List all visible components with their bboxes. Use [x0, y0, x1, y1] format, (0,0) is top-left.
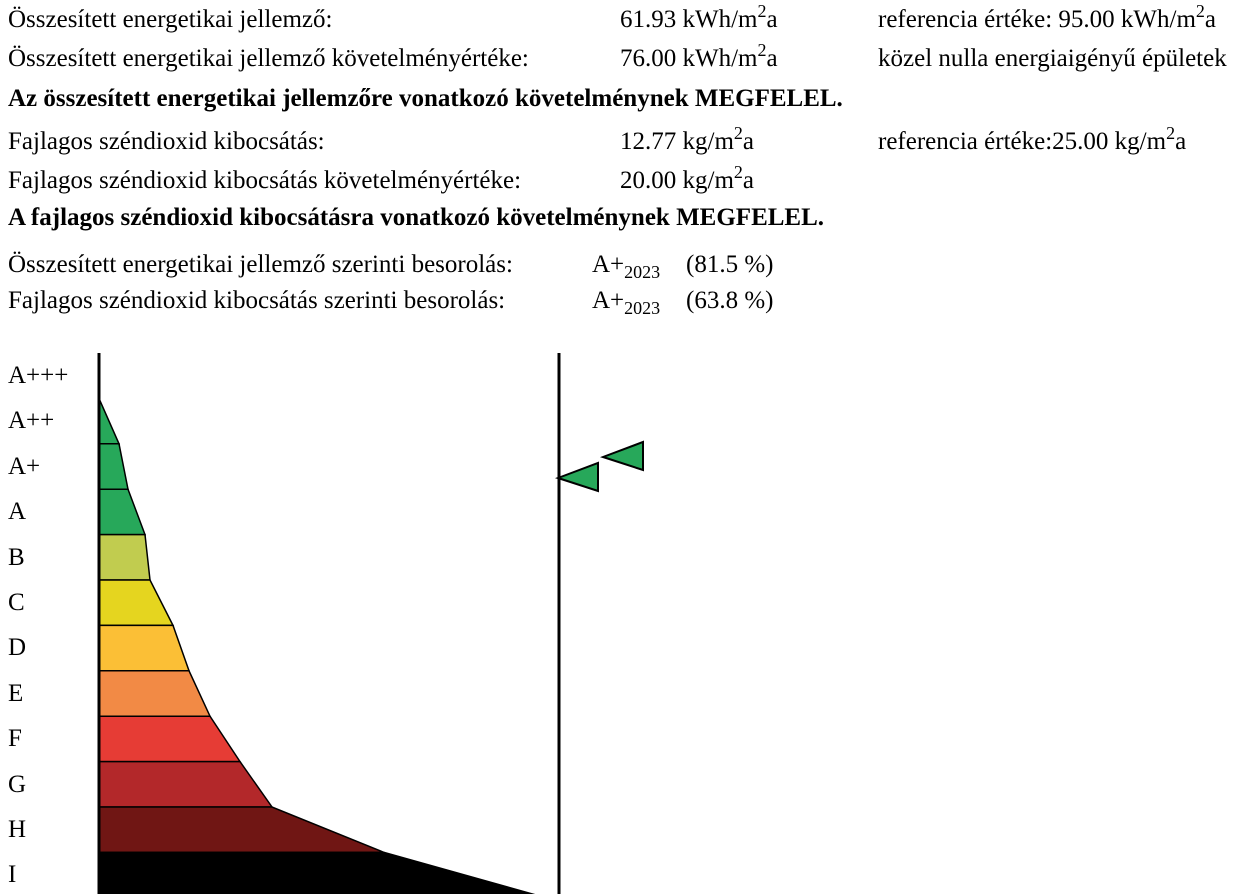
class-label-e: E — [8, 679, 24, 707]
class-label-h: H — [8, 816, 27, 843]
class-band-g — [98, 760, 274, 808]
energy-rating-marker — [599, 440, 644, 472]
co2-requirement-unit-tail: a — [742, 167, 755, 194]
co2-requirement-label: Fajlagos széndioxid kibocsátás követelmé… — [8, 167, 522, 194]
class-band-h — [98, 806, 385, 854]
co2-value-exponent: 2 — [733, 123, 743, 144]
energy-value-number: 61.93 kWh/m — [620, 6, 758, 33]
co2-reference-tail: a — [1175, 128, 1187, 155]
class-band-d — [98, 624, 191, 672]
co2-requirement-value: 20.00 kg/m2a — [620, 162, 755, 199]
energy-rating-label: Összesített energetikai jellemző szerint… — [8, 251, 513, 278]
class-label-i: I — [8, 861, 17, 889]
class-label-aplus: A+ — [8, 452, 41, 480]
energy-reference-text: referencia értéke: 95.00 kWh/m — [878, 6, 1196, 33]
co2-requirement-exponent: 2 — [733, 162, 743, 183]
co2-value: 12.77 kg/m2a — [620, 123, 755, 160]
class-label-aplusplus: A++ — [8, 407, 55, 435]
energy-value-exponent: 2 — [757, 1, 767, 22]
energy-value-unit-tail: a — [766, 6, 778, 33]
class-label-d: D — [8, 634, 27, 662]
co2-verdict: A fajlagos széndioxid kibocsátásra vonat… — [8, 204, 825, 231]
class-label-g: G — [8, 770, 27, 798]
co2-rating-class-year: 2023 — [624, 298, 661, 319]
class-band-aplusplus — [98, 398, 121, 445]
energy-rating-class: A+2023 — [592, 248, 660, 283]
class-label-a: A — [8, 498, 27, 526]
energy-reference-tail: a — [1204, 6, 1217, 33]
energy-requirement-label: Összesített energetikai jellemző követel… — [8, 45, 529, 72]
class-band-aplus — [98, 443, 129, 490]
co2-value-unit-tail: a — [742, 128, 755, 155]
class-band-i — [98, 851, 536, 894]
co2-rating-label: Fajlagos széndioxid kibocsátás szerinti … — [8, 287, 506, 314]
co2-reference: referencia értéke:25.00 kg/m2a — [878, 123, 1187, 160]
co2-value-number: 12.77 kg/m — [620, 128, 734, 155]
energy-label: Összesített energetikai jellemző: — [8, 6, 333, 33]
energy-requirement-unit-tail: a — [766, 45, 778, 72]
energy-requirement-value: 76.00 kWh/m2a — [620, 40, 778, 77]
energy-verdict: Az összesített energetikai jellemzőre vo… — [8, 85, 843, 112]
class-band-b — [98, 533, 151, 581]
energy-value: 61.93 kWh/m2a — [620, 1, 778, 38]
co2-rating-marker — [554, 461, 599, 493]
class-label-b: B — [8, 543, 25, 571]
energy-requirement-number: 76.00 kWh/m — [620, 45, 758, 72]
co2-reference-exponent: 2 — [1166, 123, 1176, 144]
energy-rating-class-letter: A+ — [592, 251, 625, 278]
co2-reference-text: referencia értéke:25.00 kg/m — [878, 128, 1167, 155]
class-band-e — [98, 670, 212, 717]
energy-rating-class-year: 2023 — [624, 262, 661, 283]
class-label-c: C — [8, 589, 25, 616]
energy-requirement-exponent: 2 — [757, 40, 767, 61]
building-category-note: közel nulla energiaigényű épületek — [878, 45, 1227, 72]
co2-label: Fajlagos széndioxid kibocsátás: — [8, 128, 325, 155]
co2-rating-class-letter: A+ — [592, 287, 625, 314]
co2-rating-class: A+2023 — [592, 284, 660, 319]
energy-rating-percent: (81.5 %) — [686, 251, 774, 278]
class-band-f — [98, 715, 242, 763]
class-band-a — [98, 488, 147, 536]
energy-reference-exponent: 2 — [1195, 1, 1205, 22]
energy-reference: referencia értéke: 95.00 kWh/m2a — [878, 1, 1217, 38]
class-band-c — [98, 579, 175, 627]
class-label-aplusplusplus: A+++ — [8, 362, 69, 389]
co2-requirement-number: 20.00 kg/m — [620, 167, 734, 194]
class-label-f: F — [8, 725, 22, 753]
co2-rating-percent: (63.8 %) — [686, 287, 774, 314]
